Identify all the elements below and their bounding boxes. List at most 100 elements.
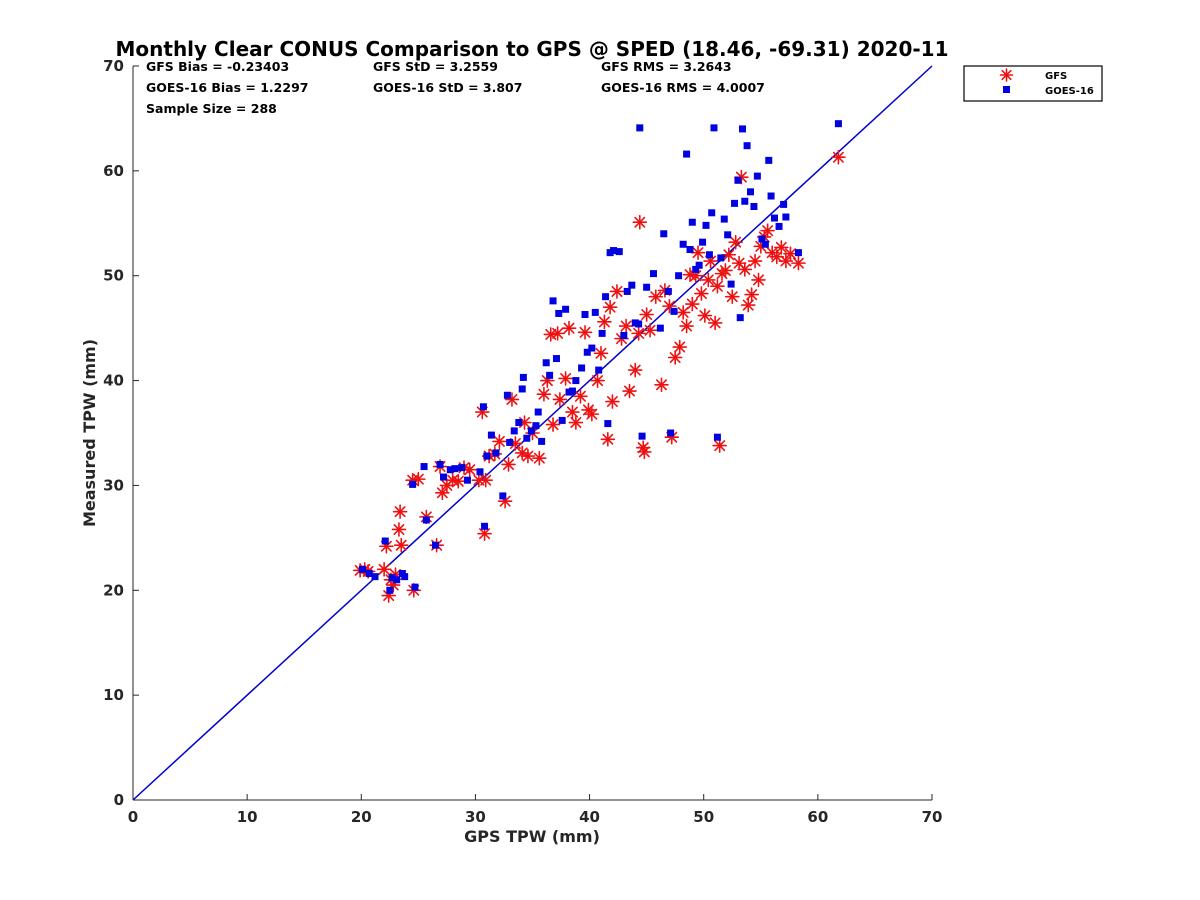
legend: GFS GOES-16: [963, 65, 1103, 102]
goes-16-point: [365, 570, 373, 578]
gfs-point: [568, 415, 584, 430]
goes-16-point: [747, 188, 755, 196]
plot-area: 0 10 20 30 40 50 60 70 0 10 20 30 40 50 60 70: [103, 57, 942, 826]
goes-16-point: [510, 427, 518, 435]
sample-size-stat: Sample Size = 288: [146, 101, 277, 116]
goes-16-point: [692, 265, 700, 273]
goes-16-point: [635, 320, 643, 328]
gfs-point: [684, 296, 700, 312]
goes-16-point: [487, 431, 495, 439]
goes-16-point: [734, 176, 742, 184]
gfs-point: [774, 240, 789, 255]
gfs-point: [654, 377, 669, 393]
goes-16-point: [705, 251, 713, 259]
gfs-point: [565, 404, 580, 420]
gfs-point: [545, 417, 561, 432]
gfs-point: [744, 287, 759, 302]
goes-16-point: [741, 197, 749, 205]
goes-16-point: [411, 583, 419, 591]
goes-16-point: [483, 452, 491, 460]
goes-16-point: [476, 468, 484, 476]
goes-16-point: [780, 200, 788, 208]
goes-16-point: [555, 309, 563, 317]
goes-rms-stat: GOES-16 RMS = 4.0007: [601, 80, 765, 95]
y-tick-label: 40: [103, 372, 124, 390]
gfs-point: [602, 299, 618, 315]
legend-gfs-label: GFS: [1045, 71, 1067, 82]
goes-16-point: [436, 460, 444, 468]
goes-16-point: [683, 150, 691, 158]
x-tick-label: 20: [351, 808, 372, 826]
goes-16-point: [675, 272, 683, 280]
goes-16-point: [388, 574, 396, 582]
goes-16-point: [767, 192, 775, 200]
goes-16-point: [710, 124, 718, 132]
gfs-point: [462, 462, 478, 478]
goes-16-point: [775, 222, 783, 230]
gfs-bias-stat: GFS Bias = -0.23403: [146, 59, 289, 74]
y-tick-label: 50: [103, 267, 124, 285]
goes-16-point: [519, 373, 527, 381]
gfs-point: [769, 249, 785, 265]
gfs-point: [707, 315, 723, 331]
gfs-point: [700, 272, 716, 288]
goes-16-point: [610, 247, 618, 255]
gfs-point: [497, 493, 513, 509]
y-tick-label: 10: [103, 686, 124, 704]
x-tick-label: 10: [237, 808, 258, 826]
y-tick-label: 30: [103, 476, 124, 494]
x-axis-ticks: 0 10 20 30 40 50 60 70: [128, 794, 942, 826]
goes-16-point: [439, 473, 447, 481]
goes-16-point: [431, 541, 439, 549]
gfs-point: [724, 289, 740, 304]
goes-16-point: [660, 230, 668, 238]
goes-16-point: [562, 305, 570, 313]
x-tick-label: 40: [579, 808, 600, 826]
gfs-point: [747, 253, 763, 269]
goes-16-point: [552, 355, 560, 363]
gfs-point: [690, 245, 706, 260]
goes-16-point: [649, 270, 657, 278]
goes-16-point: [758, 235, 766, 243]
y-axis-ticks: 0 10 20 30 40 50 60 70: [103, 57, 139, 809]
goes-16-point: [588, 344, 596, 352]
gfs-point: [618, 318, 634, 334]
goes-16-point: [595, 366, 603, 374]
goes-16-point: [727, 280, 735, 288]
goes-16-point: [667, 429, 675, 437]
x-tick-label: 30: [465, 808, 486, 826]
goes-16-point: [670, 307, 678, 315]
goes-16-point: [583, 348, 591, 356]
gfs-point: [501, 457, 516, 472]
goes-16-point: [699, 238, 707, 246]
gfs-point: [520, 448, 536, 464]
gfs-point: [605, 394, 620, 409]
goes-16-point: [643, 283, 651, 291]
goes-16-point: [546, 371, 554, 379]
gfs-point: [675, 305, 691, 320]
goes-16-point: [549, 297, 557, 305]
y-tick-label: 70: [103, 57, 124, 75]
goes-16-point: [598, 329, 606, 337]
goes-bias-stat: GOES-16 Bias = 1.2297: [146, 80, 308, 95]
gfs-point: [435, 485, 450, 501]
gfs-point: [679, 318, 694, 334]
goes-16-point: [458, 464, 466, 472]
gfs-point: [597, 314, 612, 330]
gfs-point: [391, 522, 407, 537]
goes-16-point: [409, 480, 417, 488]
gfs-point: [672, 339, 688, 355]
gfs-point: [376, 562, 392, 577]
gfs-point: [721, 247, 737, 263]
goes-16-point: [381, 537, 389, 545]
stats-annotations: GFS Bias = -0.23403 GFS StD = 3.2559 GFS…: [146, 59, 765, 116]
gfs-point: [751, 272, 766, 288]
goes-16-point: [578, 364, 586, 372]
y-tick-label: 20: [103, 581, 124, 599]
gfs-point: [718, 263, 733, 278]
goes-16-point: [527, 427, 535, 435]
goes-16-series: [358, 120, 842, 594]
gfs-point: [639, 307, 654, 322]
goes-16-point: [420, 463, 428, 471]
